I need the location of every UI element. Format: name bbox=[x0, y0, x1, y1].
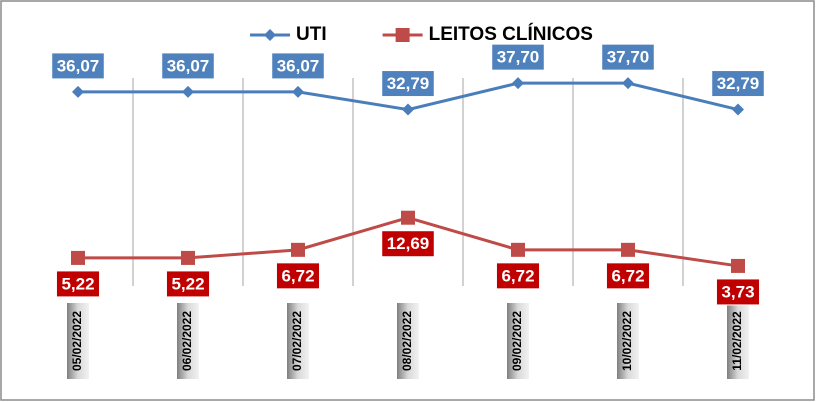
point-marker bbox=[621, 242, 635, 257]
point-marker bbox=[401, 210, 415, 225]
value-label: 37,70 bbox=[497, 48, 540, 67]
value-label: 6,72 bbox=[281, 266, 314, 285]
value-label-box bbox=[715, 278, 761, 306]
value-label: 32,79 bbox=[717, 74, 760, 93]
value-label-box bbox=[165, 270, 211, 298]
value-label: 12,69 bbox=[387, 234, 430, 253]
value-label: 6,72 bbox=[501, 266, 534, 285]
value-label-box bbox=[55, 270, 101, 298]
value-label-box bbox=[275, 262, 321, 290]
point-marker bbox=[511, 242, 525, 257]
date-box bbox=[177, 303, 199, 379]
x-tick-label: 05/02/2022 bbox=[70, 311, 84, 371]
point-marker bbox=[292, 85, 304, 98]
value-label-box bbox=[601, 43, 655, 71]
date-box bbox=[397, 303, 419, 379]
x-tick-label: 07/02/2022 bbox=[290, 311, 304, 371]
date-box bbox=[507, 303, 529, 379]
legend-label: UTI bbox=[296, 24, 327, 45]
point-marker bbox=[72, 85, 84, 98]
date-box bbox=[727, 303, 749, 379]
legend-marker bbox=[395, 28, 410, 42]
x-tick-label: 08/02/2022 bbox=[400, 311, 414, 371]
point-marker bbox=[291, 242, 305, 257]
legend-marker bbox=[264, 29, 276, 41]
value-label-box bbox=[495, 262, 541, 290]
date-box bbox=[67, 303, 89, 379]
point-marker bbox=[622, 77, 634, 90]
point-marker bbox=[512, 77, 524, 90]
x-tick-label: 11/02/2022 bbox=[730, 311, 744, 371]
value-label-box bbox=[605, 262, 651, 290]
x-tick-label: 06/02/2022 bbox=[180, 311, 194, 371]
value-label-box bbox=[711, 70, 765, 98]
point-marker bbox=[71, 250, 85, 265]
value-label: 37,70 bbox=[607, 48, 650, 67]
legend-label: LEITOS CLÍNICOS bbox=[429, 23, 593, 45]
value-label: 36,07 bbox=[167, 56, 210, 75]
value-label: 36,07 bbox=[277, 56, 320, 75]
point-marker bbox=[732, 103, 744, 116]
date-box bbox=[287, 303, 309, 379]
x-tick-label: 10/02/2022 bbox=[620, 311, 634, 371]
value-label-box bbox=[161, 52, 215, 80]
value-label-box bbox=[271, 52, 325, 80]
date-box bbox=[617, 303, 639, 379]
value-label: 3,73 bbox=[721, 282, 754, 301]
value-label: 5,22 bbox=[171, 274, 204, 293]
value-label: 6,72 bbox=[611, 266, 644, 285]
point-marker bbox=[182, 85, 194, 98]
point-marker bbox=[402, 103, 414, 116]
value-label-box bbox=[381, 70, 435, 98]
point-marker bbox=[731, 258, 745, 273]
value-label: 32,79 bbox=[387, 74, 430, 93]
value-label-box bbox=[51, 52, 105, 80]
value-label-box bbox=[381, 230, 435, 258]
value-label: 5,22 bbox=[61, 274, 94, 293]
point-marker bbox=[181, 250, 195, 265]
x-tick-label: 09/02/2022 bbox=[510, 311, 524, 371]
value-label: 36,07 bbox=[57, 56, 100, 75]
value-label-box bbox=[491, 43, 545, 71]
